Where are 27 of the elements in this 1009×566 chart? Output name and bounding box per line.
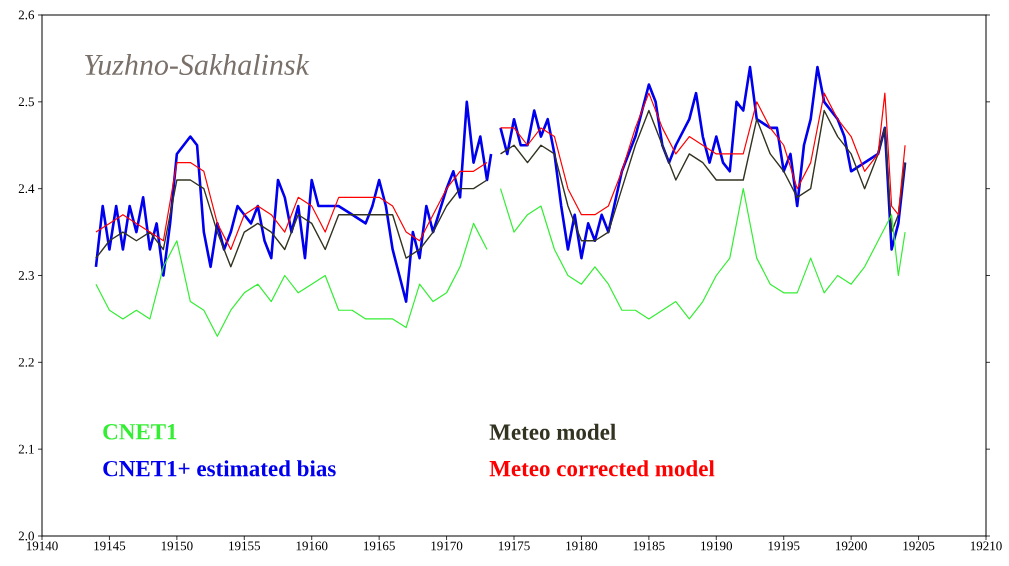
text: Meteo corrected model xyxy=(489,460,715,477)
y-tick-label: 2.3 xyxy=(18,271,34,280)
x-tick-label: 19200 xyxy=(836,541,867,551)
x-tick-label: 19195 xyxy=(768,541,800,551)
x-tick-label: 19170 xyxy=(431,541,463,551)
y-tick-label: 2.1 xyxy=(18,444,34,454)
y-tick-label: 2.4 xyxy=(18,184,35,194)
x-tick-label: 19185 xyxy=(633,541,665,551)
x-tick-label: 19180 xyxy=(566,541,598,551)
x-tick-label: 19160 xyxy=(296,541,328,551)
x-tick-label: 19140 xyxy=(26,541,58,551)
x-tick-label: 19145 xyxy=(94,541,126,551)
x-tick-label: 19210 xyxy=(970,541,1002,551)
text: Yuzhno-Sakhalinsk xyxy=(85,53,310,76)
y-tick-label: 2.0 xyxy=(18,531,34,541)
text: CNET1 xyxy=(103,424,177,440)
y-tick-label: 2.2 xyxy=(18,357,34,367)
x-tick-label: 19165 xyxy=(364,541,395,551)
text: CNET1+ estimated bias xyxy=(103,460,336,477)
x-tick-label: 19190 xyxy=(701,541,733,551)
y-tick-label: 2.6 xyxy=(18,10,35,20)
x-tick-label: 19175 xyxy=(498,541,530,551)
y-tick-label: 2.5 xyxy=(18,97,34,107)
x-tick-label: 19205 xyxy=(903,541,935,551)
text: Meteo model xyxy=(489,423,616,440)
x-tick-label: 19150 xyxy=(161,541,193,551)
x-tick-label: 19155 xyxy=(229,541,261,551)
